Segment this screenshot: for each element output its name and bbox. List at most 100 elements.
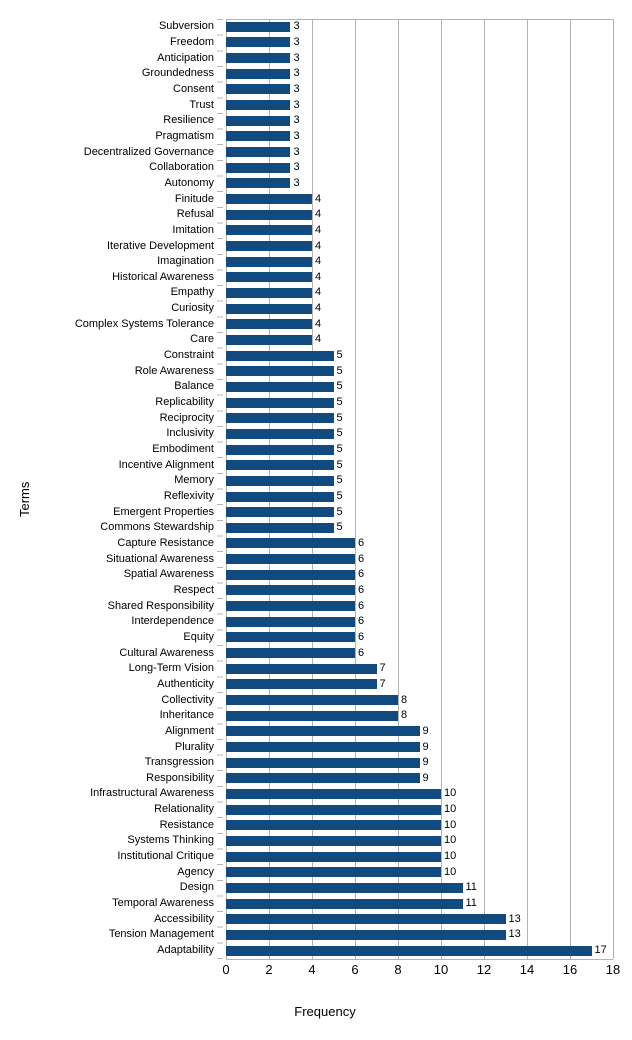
bar-track: 11 [226,896,613,912]
x-tick-label: 6 [351,962,359,977]
bar-track: 6 [226,598,613,614]
value-label: 9 [422,771,429,784]
category-label: Situational Awareness [105,552,214,565]
value-label: 6 [357,552,365,565]
value-label: 3 [293,51,300,64]
bar-track: 10 [226,833,613,849]
bar-track: 3 [226,19,613,35]
bar-track: 5 [226,520,613,536]
value-label: 4 [315,239,322,252]
x-tick-label: 16 [562,962,578,977]
bar-row: Shared Responsibility 6 [0,598,632,614]
bar [226,256,312,267]
bar [226,507,334,518]
bar [226,491,334,502]
value-label: 5 [336,364,343,377]
value-label: 11 [465,881,477,894]
bar-track: 5 [226,489,613,505]
bar-track: 5 [226,473,613,489]
bar-row: Embodiment 5 [0,442,632,458]
value-label: 5 [336,396,343,409]
bar-row: Pragmatism 3 [0,129,632,145]
bar-track: 5 [226,379,613,395]
bar-track: 4 [226,270,613,286]
bar-track: 5 [226,395,613,411]
bar [226,632,355,643]
bar-track: 10 [226,786,613,802]
gridlines [226,19,614,959]
category-label: Emergent Properties [113,505,214,518]
bar-row: Refusal 4 [0,207,632,223]
gridline [613,19,614,959]
bar-track: 6 [226,567,613,583]
bar-track: 7 [226,677,613,693]
x-tick-label: 8 [394,962,402,977]
value-label: 3 [293,82,300,95]
category-label: Care [190,333,214,346]
bar-row: Care 4 [0,332,632,348]
value-label: 9 [422,740,429,753]
value-label: 4 [315,286,322,299]
bar-row: Anticipation 3 [0,50,632,66]
bar [226,37,291,48]
category-label: Incentive Alignment [118,458,214,471]
value-label: 17 [594,944,607,957]
value-label: 4 [315,317,322,330]
bar-row: Consent 3 [0,82,632,98]
value-label: 6 [357,568,365,581]
bar [226,444,334,455]
category-label: Refusal [176,208,214,221]
category-label: Consent [173,82,214,95]
category-label: Design [179,881,214,894]
bar-track: 6 [226,583,613,599]
gridline [354,19,356,959]
category-label: Inclusivity [166,427,214,440]
category-label: Responsibility [146,771,214,784]
category-label: Plurality [174,740,214,753]
bar [226,616,355,627]
bar [226,194,312,205]
bar-row: Adaptability 17 [0,943,632,959]
value-label: 6 [357,599,365,612]
bar-row: Inheritance 8 [0,708,632,724]
bar-row: Long-Term Vision 7 [0,661,632,677]
category-label: Trust [189,98,214,111]
bar-track: 5 [226,457,613,473]
category-label: Spatial Awareness [123,568,214,581]
bar-row: Trust 3 [0,97,632,113]
gridline [398,19,399,959]
value-label: 5 [336,490,343,503]
category-label: Iterative Development [107,239,214,252]
category-label: Transgression [144,756,214,769]
x-tick-label: 0 [222,962,230,977]
category-label: Pragmatism [155,129,214,142]
bar [226,209,312,220]
bar-row: Emergent Properties 5 [0,504,632,520]
value-label: 3 [293,20,300,33]
bar [226,835,441,846]
x-tick-label: 18 [605,962,621,977]
bar [226,366,334,377]
value-label: 5 [336,521,343,534]
value-label: 5 [336,380,343,393]
value-label: 6 [357,615,365,628]
bar-row: Plurality 9 [0,739,632,755]
bar-track: 10 [226,802,613,818]
bar [226,21,291,32]
bar-row: Balance 5 [0,379,632,395]
bar-row: Collaboration 3 [0,160,632,176]
bar [226,287,312,298]
category-label: Equity [183,630,214,643]
bar [226,428,334,439]
bar-row: Finitude 4 [0,191,632,207]
bar [226,475,334,486]
bar-row: Inclusivity 5 [0,426,632,442]
value-label: 4 [315,208,322,221]
category-label: Commons Stewardship [100,521,214,534]
category-label: Cultural Awareness [119,646,214,659]
bar-row: Subversion 3 [0,19,632,35]
category-label: Autonomy [164,176,214,189]
bar-track: 5 [226,410,613,426]
bar-row: Resistance 10 [0,817,632,833]
bar [226,820,441,831]
